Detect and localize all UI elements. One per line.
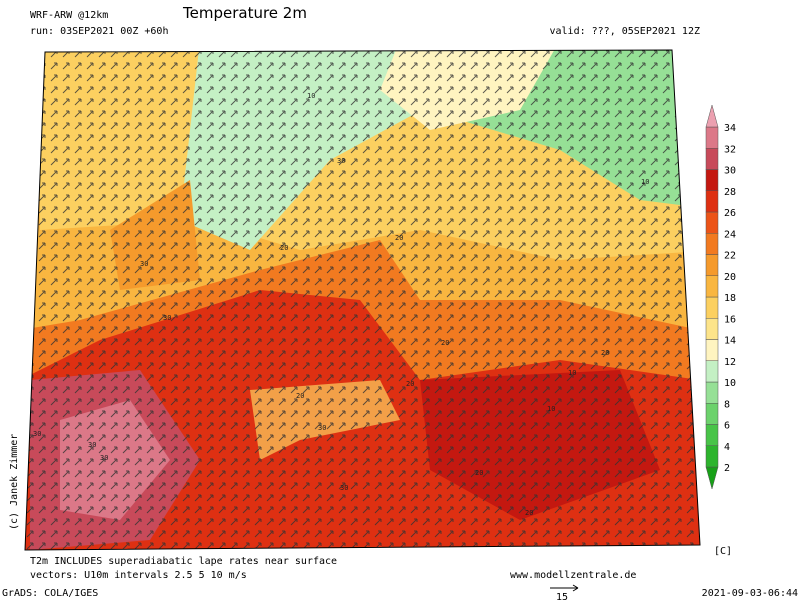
colorbar-label: 20 xyxy=(724,272,736,283)
software-credit: GrADS: COLA/IGES xyxy=(2,588,98,599)
contour-label: 20 xyxy=(441,339,449,347)
contour-label: 20 xyxy=(296,392,304,400)
colorbar-segment xyxy=(705,403,719,425)
contour-label: 30 xyxy=(33,430,41,438)
contour-label: 20 xyxy=(280,244,288,252)
colorbar-segment xyxy=(705,126,719,149)
colorbar-segment xyxy=(705,190,719,213)
colorbar-segment xyxy=(705,445,719,468)
contour-label: 10 xyxy=(641,178,649,186)
colorbar-label: 4 xyxy=(724,442,730,453)
colorbar-unit: [C] xyxy=(714,546,732,557)
map xyxy=(25,50,700,550)
contour-label: 30 xyxy=(318,424,326,432)
colorbar-label: 24 xyxy=(724,229,736,240)
colorbar-segment xyxy=(705,233,719,255)
contour-label: 30 xyxy=(100,454,108,462)
colorbar-label: 12 xyxy=(724,357,736,368)
colorbar-segment xyxy=(705,381,719,404)
contour-label: 30 xyxy=(337,157,345,165)
colorbar-segment xyxy=(705,254,719,276)
contour-label: 30 xyxy=(88,441,96,449)
colorbar-label: 8 xyxy=(724,399,730,410)
colorbar-segment xyxy=(705,296,719,319)
colorbar-label: 30 xyxy=(724,166,736,177)
colorbar-label: 6 xyxy=(724,421,730,432)
colorbar-segment xyxy=(705,424,719,446)
website: www.modellzentrale.de xyxy=(510,570,636,581)
colorbar-segment xyxy=(705,169,719,191)
colorbar-label: 34 xyxy=(724,123,736,134)
run-label: run: 03SEP2021 00Z +60h xyxy=(30,26,168,37)
contour-label: 10 xyxy=(547,405,555,413)
colorbar-segment xyxy=(705,104,719,128)
colorbar-segment xyxy=(705,318,719,340)
timestamp: 2021-09-03-06:44 xyxy=(702,588,798,599)
contour-label: 10 xyxy=(568,369,576,377)
colorbar-segment xyxy=(705,360,719,383)
colorbar-segment xyxy=(705,339,719,361)
contour-label: 30 xyxy=(140,260,148,268)
contour-label: 30 xyxy=(340,484,348,492)
colorbar-label: 22 xyxy=(724,251,736,262)
colorbar-label: 14 xyxy=(724,336,736,347)
colorbar-label: 10 xyxy=(724,378,736,389)
colorbar-label: 26 xyxy=(724,208,736,219)
colorbar-label: 18 xyxy=(724,293,736,304)
contour-label: 20 xyxy=(406,380,414,388)
valid-label: valid: ???, 05SEP2021 12Z xyxy=(549,26,700,37)
footer-note: T2m INCLUDES superadiabatic lape rates n… xyxy=(30,556,337,567)
contour-label: 20 xyxy=(601,349,609,357)
contour-label: 20 xyxy=(395,234,403,242)
contour-labels: 10 10 10 20 30 30 30 30 20 20 20 30 30 30 20 10 20 20 30 20 xyxy=(33,92,649,517)
copyright: (c) Janek Zimmer xyxy=(9,434,20,530)
contour-label: 20 xyxy=(525,509,533,517)
vector-scale: 15 xyxy=(556,592,568,600)
colorbar-segment xyxy=(705,466,719,490)
contour-label: 10 xyxy=(307,92,315,100)
colorbar-segment xyxy=(705,148,719,170)
map-frame xyxy=(24,49,701,551)
contour-label: 20 xyxy=(475,469,483,477)
colorbar-label: 16 xyxy=(724,314,736,325)
colorbar-label: 32 xyxy=(724,144,736,155)
colorbar-label: 28 xyxy=(724,187,736,198)
contour-label: 30 xyxy=(163,314,171,322)
model-label: WRF-ARW @12km xyxy=(30,10,108,21)
map-title: Temperature 2m xyxy=(182,4,307,22)
colorbar-segment xyxy=(705,275,719,298)
vector-scale-arrow xyxy=(572,584,579,592)
colorbar-label: 2 xyxy=(724,463,730,474)
footer-note: vectors: U10m intervals 2.5 5 10 m/s xyxy=(30,570,247,581)
colorbar-segment xyxy=(705,211,719,234)
